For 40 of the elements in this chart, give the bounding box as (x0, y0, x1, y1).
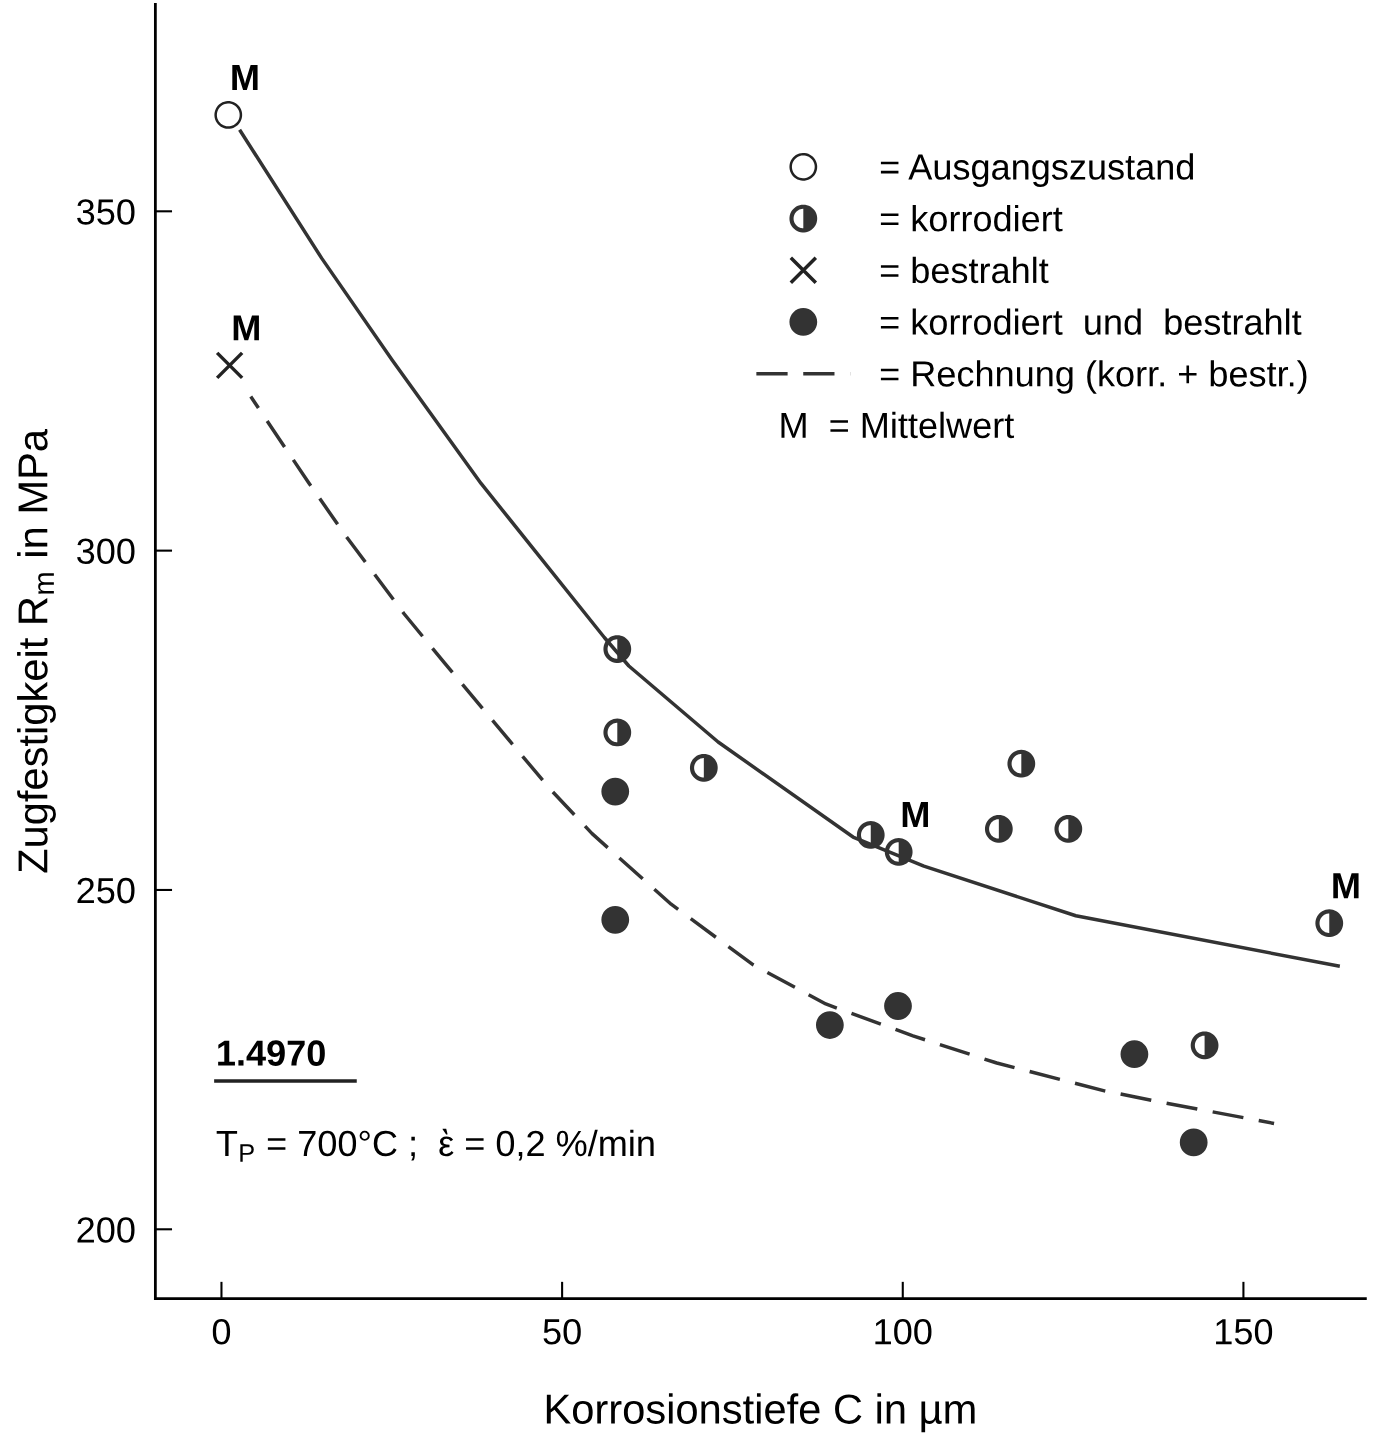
legend-label: = korrodiert (880, 205, 1063, 232)
point (1120, 1040, 1149, 1069)
annotation: M (902, 802, 928, 827)
annotation: M = Mittelwert (781, 411, 1015, 439)
legend-label: = korrodiert und bestrahlt (880, 308, 1302, 335)
x-tick-label: 150 (1216, 1318, 1273, 1345)
point (601, 777, 630, 806)
point (689, 753, 718, 782)
point (603, 718, 632, 747)
point (856, 821, 885, 849)
point (1190, 1031, 1219, 1060)
y-tick-label: 200 (77, 1217, 135, 1243)
y-tick-label: 350 (77, 199, 135, 225)
x-axis-title: Korrosionstiefe C in µm (546, 1393, 975, 1433)
point (984, 814, 1013, 843)
legend-label: = Ausgangszustand (880, 153, 1194, 187)
y-axis-title: Zugfestigkeit R$_{m}$ in MPa (17, 428, 56, 873)
point (1054, 814, 1083, 843)
point (601, 905, 630, 934)
x-tick-label: 50 (543, 1318, 581, 1345)
point (884, 992, 912, 1020)
annotation: M (232, 65, 258, 90)
y-tick-label: 300 (77, 538, 135, 565)
point (603, 635, 632, 663)
point (1315, 909, 1344, 938)
x-tick-label: 0 (212, 1318, 231, 1345)
y-tick-label: 250 (77, 877, 135, 904)
annotation: M (233, 315, 259, 341)
legend-label: = bestrahlt (880, 256, 1049, 284)
annotation: 1.4970 (218, 1040, 325, 1066)
point (815, 1011, 844, 1039)
point (214, 101, 243, 129)
point (215, 351, 244, 380)
annotation: M (1333, 873, 1359, 899)
legend-label: = Rechnung (korr. + bestr.) (880, 360, 1307, 394)
x-tick-label: 100 (875, 1318, 932, 1345)
point (1179, 1128, 1208, 1157)
annotation: T$_{P}$ = 700°C ; ὲ = 0,2 %/min (216, 1128, 654, 1162)
point (884, 838, 913, 866)
point (1007, 749, 1036, 778)
